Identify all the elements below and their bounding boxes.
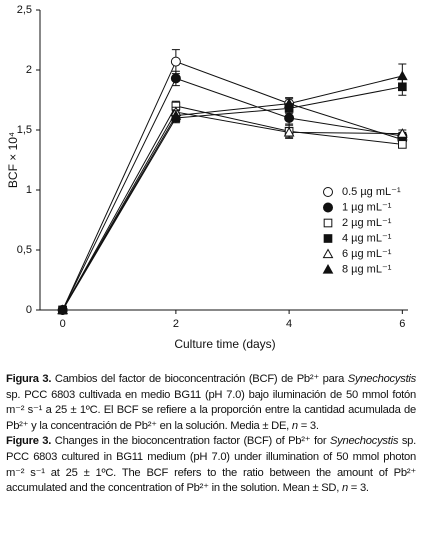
- y-tick-label: 2: [26, 64, 32, 76]
- legend-label: 2 µg mL⁻¹: [342, 217, 392, 229]
- y-tick-label: 2,5: [17, 4, 32, 16]
- legend-label: 8 µg mL⁻¹: [342, 263, 392, 275]
- y-tick-label: 1,5: [17, 124, 32, 136]
- marker: [283, 98, 295, 108]
- caption-text: n: [341, 482, 348, 495]
- marker: [170, 110, 182, 120]
- legend-label: 1 µg mL⁻¹: [342, 201, 392, 213]
- series-line: [62, 86, 403, 311]
- caption-text: Changes in the bioconcentration factor (…: [51, 435, 330, 448]
- caption-text: = 3.: [347, 482, 369, 495]
- y-tick-label: 0,5: [17, 244, 32, 256]
- legend-marker: [323, 202, 333, 213]
- legend-marker: [323, 234, 333, 243]
- x-tick-label: 0: [60, 318, 66, 330]
- marker: [396, 128, 408, 138]
- x-tick-label: 2: [173, 318, 179, 330]
- legend-label: 0.5 µg mL⁻¹: [342, 186, 401, 198]
- legend-label: 4 µg mL⁻¹: [342, 232, 392, 244]
- legend-label: 6 µg mL⁻¹: [342, 248, 392, 260]
- caption-text: Figure 3.: [6, 435, 52, 448]
- caption-paragraph: Figura 3. Cambios del factor de bioconce…: [6, 372, 416, 434]
- marker: [283, 126, 295, 137]
- marker: [398, 140, 407, 149]
- chart: Culture time (days) BCF × 10⁴ 0 0,5 1 1,5 2 2…: [6, 4, 408, 351]
- series-line: [62, 111, 403, 311]
- x-tick-label: 6: [399, 318, 405, 330]
- y-tick-label: 0: [26, 304, 32, 316]
- caption-text: sp. PCC 6803 cultivada en medio BG11 (pH…: [6, 388, 416, 432]
- marker: [57, 304, 68, 315]
- caption-text: n: [291, 419, 298, 432]
- series-line: [62, 77, 403, 311]
- caption-paragraph: Figure 3. Changes in the bioconcentratio…: [6, 434, 416, 496]
- caption-text: Synechocystis: [329, 435, 399, 448]
- caption-text: = 3.: [297, 419, 319, 432]
- caption-text: sp. PCC 6803 cultured in BG11 medium (pH…: [6, 435, 416, 495]
- series-line: [62, 75, 403, 311]
- caption-text: Synechocystis: [347, 373, 417, 385]
- y-tick-label: 1: [26, 184, 32, 196]
- legend-marker: [323, 187, 333, 197]
- x-axis-label: Culture time (days): [174, 337, 275, 351]
- x-tick-label: 4: [286, 318, 292, 330]
- legend-marker: [322, 263, 334, 274]
- legend-marker: [322, 248, 334, 259]
- caption-text: Figura 3.: [6, 373, 52, 385]
- marker: [284, 113, 295, 123]
- series-line: [62, 60, 403, 311]
- caption-text: Cambios del factor de bioconcentración (…: [51, 373, 348, 385]
- marker: [170, 73, 181, 84]
- marker: [396, 70, 408, 81]
- series-line: [62, 105, 403, 311]
- marker: [170, 56, 181, 67]
- y-axis-label: BCF × 10⁴: [6, 132, 20, 188]
- legend-marker: [323, 218, 333, 228]
- caption: Figura 3. Cambios del factor de bioconce…: [6, 372, 416, 497]
